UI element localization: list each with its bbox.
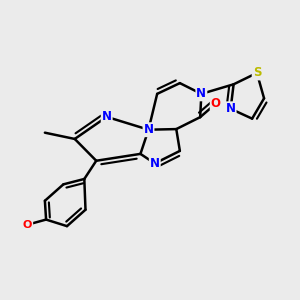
- Text: N: N: [196, 87, 206, 101]
- Text: N: N: [102, 110, 112, 123]
- Text: O: O: [211, 97, 221, 110]
- Text: N: N: [150, 157, 160, 170]
- Text: O: O: [23, 220, 32, 230]
- Text: N: N: [226, 102, 236, 115]
- Text: N: N: [143, 123, 154, 136]
- Text: S: S: [253, 67, 261, 80]
